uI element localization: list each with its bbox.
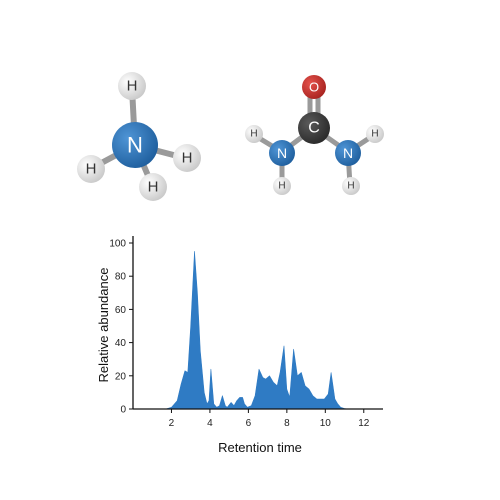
- svg-text:N: N: [127, 133, 143, 158]
- y-axis-label: Relative abundance: [96, 268, 111, 383]
- y-axis: 0 20 40 60 80 100: [109, 236, 134, 416]
- svg-text:H: H: [86, 161, 97, 178]
- svg-text:N: N: [343, 145, 353, 161]
- urea-atoms: O H H H H N N: [245, 75, 384, 195]
- x-tick-label: 6: [246, 418, 252, 429]
- series-area: [165, 251, 349, 410]
- svg-text:O: O: [309, 80, 319, 95]
- y-tick-label: 80: [115, 272, 127, 283]
- atom-n: N: [112, 122, 158, 168]
- y-tick-label: 20: [115, 371, 127, 382]
- atom-h: H: [118, 72, 146, 100]
- atom-n: N: [269, 140, 295, 166]
- x-tick-label: 2: [169, 418, 175, 429]
- svg-text:N: N: [277, 145, 287, 161]
- svg-text:H: H: [250, 129, 257, 140]
- atom-h: H: [273, 177, 291, 195]
- atom-h: H: [245, 125, 263, 143]
- atom-n: N: [335, 140, 361, 166]
- svg-text:C: C: [308, 120, 320, 137]
- svg-text:H: H: [371, 129, 378, 140]
- y-tick-label: 40: [115, 338, 127, 349]
- x-axis: 2 4 6 8 10 12: [133, 408, 383, 429]
- x-tick-label: 4: [207, 418, 213, 429]
- atom-h: H: [77, 155, 105, 183]
- y-tick-label: 0: [120, 405, 126, 416]
- ammonia-molecule: H H H H N: [77, 72, 384, 201]
- svg-text:H: H: [127, 78, 138, 95]
- y-tick-label: 60: [115, 305, 127, 316]
- svg-text:H: H: [148, 179, 159, 196]
- ammonia-atoms: H H H H N: [77, 72, 201, 201]
- x-tick-label: 8: [284, 418, 290, 429]
- atom-h: H: [139, 173, 167, 201]
- y-tick-label: 100: [109, 239, 126, 250]
- x-axis-label: Retention time: [218, 440, 302, 455]
- atom-h: H: [366, 125, 384, 143]
- svg-text:H: H: [278, 181, 285, 192]
- svg-text:H: H: [182, 150, 193, 167]
- x-tick-label: 10: [320, 418, 332, 429]
- svg-text:H: H: [347, 181, 354, 192]
- atom-o: O: [302, 75, 326, 99]
- x-tick-label: 12: [358, 418, 370, 429]
- atom-c: C: [298, 112, 330, 144]
- atom-h: H: [342, 177, 360, 195]
- atom-h: H: [173, 144, 201, 172]
